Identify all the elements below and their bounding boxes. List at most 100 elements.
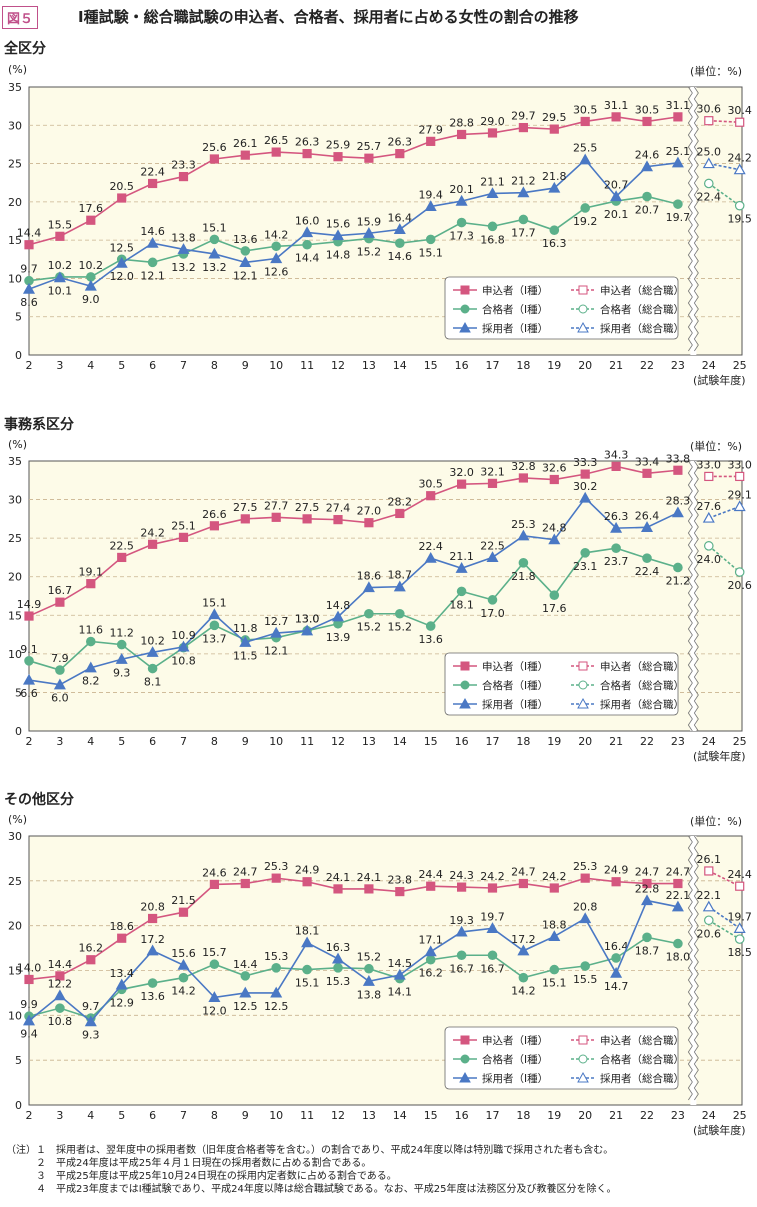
data-label: 16.2 xyxy=(418,967,443,980)
data-label: 10.8 xyxy=(171,655,196,668)
data-label: 20.7 xyxy=(635,203,660,216)
data-label: 16.0 xyxy=(295,214,320,227)
data-label: 15.3 xyxy=(326,975,351,988)
data-label: 16.2 xyxy=(79,942,104,955)
legend-label: 採用者（Ⅰ種） xyxy=(482,1072,548,1085)
data-label: 9.0 xyxy=(82,293,100,306)
legend-label: 採用者（総合職） xyxy=(600,322,684,335)
series-line xyxy=(708,505,740,519)
data-label: 19.4 xyxy=(418,188,443,201)
data-point xyxy=(549,883,559,893)
data-label: 19.7 xyxy=(480,910,505,923)
data-label: 22.8 xyxy=(635,883,660,896)
data-label: 12.6 xyxy=(264,266,289,279)
data-label: 26.3 xyxy=(295,136,320,149)
data-label: 32.0 xyxy=(449,466,474,479)
data-label: 27.5 xyxy=(233,501,258,514)
x-tick-label: 21 xyxy=(609,359,623,372)
y-tick-label: 0 xyxy=(15,349,22,362)
data-label: 15.1 xyxy=(202,221,227,234)
data-label: 14.6 xyxy=(388,250,413,263)
data-label: 30.4 xyxy=(727,104,752,117)
series-line xyxy=(28,465,678,617)
data-point xyxy=(580,873,590,883)
x-tick-label: 17 xyxy=(486,1109,500,1122)
data-label: 11.2 xyxy=(109,627,134,640)
data-point xyxy=(611,543,621,553)
legend-marker xyxy=(578,1035,588,1045)
x-tick-label: 2 xyxy=(26,1109,33,1122)
data-label: 26.6 xyxy=(202,508,227,521)
data-point xyxy=(115,978,128,990)
data-point xyxy=(22,282,36,294)
data-label: 24.9 xyxy=(604,864,629,877)
legend-marker xyxy=(459,1071,471,1083)
y-unit-label: (%) xyxy=(8,813,28,826)
data-label: 17.2 xyxy=(140,933,165,946)
data-label: 18.6 xyxy=(109,920,134,933)
data-point xyxy=(734,934,745,944)
break-line xyxy=(687,86,693,352)
data-label: 12.0 xyxy=(109,270,134,283)
data-label: 33.4 xyxy=(635,455,660,468)
x-tick-label: 7 xyxy=(180,359,187,372)
y-tick-label: 5 xyxy=(15,686,22,699)
data-point xyxy=(271,147,281,157)
data-label: 12.2 xyxy=(48,978,73,991)
series-0-sogo: 26.1 24.4 xyxy=(697,853,752,891)
data-label: 15.2 xyxy=(357,951,382,964)
data-point xyxy=(302,149,312,159)
data-point xyxy=(517,944,530,956)
data-label: 14.5 xyxy=(388,957,413,970)
data-point xyxy=(178,972,189,983)
data-point xyxy=(610,521,623,533)
series-1-isshu: 9.7 10.2 10.2 12.5 12.1 13.2 15.1 13.6 14.2 14.4 1… xyxy=(20,191,690,286)
x-tick-label: 23 xyxy=(671,359,685,372)
y-tick-label: 0 xyxy=(15,1099,22,1112)
data-point xyxy=(55,971,65,981)
series-line xyxy=(708,162,740,171)
data-point xyxy=(271,241,281,252)
data-point xyxy=(147,257,158,268)
data-point xyxy=(487,478,498,488)
x-tick-label: 8 xyxy=(211,735,218,748)
data-point xyxy=(580,203,590,213)
data-point xyxy=(177,958,190,970)
data-label: 12.5 xyxy=(109,241,134,254)
data-point xyxy=(53,271,66,283)
x-tick-label: 21 xyxy=(609,1109,623,1122)
y-tick-label: 30 xyxy=(8,494,22,507)
legend-label: 採用者（総合職） xyxy=(600,698,684,711)
data-point xyxy=(426,881,436,891)
data-label: 14.6 xyxy=(140,225,165,238)
data-point xyxy=(364,884,374,894)
data-point xyxy=(24,611,34,621)
data-label: 26.4 xyxy=(635,509,660,522)
data-label: 15.5 xyxy=(48,218,73,231)
data-label: 15.1 xyxy=(295,977,320,990)
x-tick-label: 13 xyxy=(362,359,376,372)
data-point xyxy=(735,881,745,891)
data-label: 13.6 xyxy=(140,990,165,1003)
x-tick-label: 15 xyxy=(424,1109,438,1122)
data-point xyxy=(117,552,127,563)
legend-label: 採用者（総合職） xyxy=(600,1072,684,1085)
data-label: 12.5 xyxy=(264,1000,289,1013)
data-label: 20.7 xyxy=(604,178,629,191)
series-2-isshu: 9.4 12.2 9.3 13.4 17.2 15.6 12.0 12.5 12.5 18.1 16… xyxy=(20,883,690,1042)
data-point xyxy=(518,214,529,225)
x-tick-label: 19 xyxy=(547,735,561,748)
data-point xyxy=(455,561,468,573)
data-point xyxy=(642,932,652,943)
y-tick-label: 30 xyxy=(8,830,22,843)
data-label: 14.1 xyxy=(388,986,413,999)
x-tick-label: 19 xyxy=(547,1109,561,1122)
data-label: 29.5 xyxy=(542,111,567,124)
data-label: 15.1 xyxy=(202,597,227,610)
x-tick-label: 2 xyxy=(26,359,33,372)
y-tick-label: 20 xyxy=(8,920,22,933)
x-tick-label: 12 xyxy=(331,359,345,372)
data-label: 19.5 xyxy=(727,213,752,226)
y-tick-label: 10 xyxy=(8,272,22,285)
